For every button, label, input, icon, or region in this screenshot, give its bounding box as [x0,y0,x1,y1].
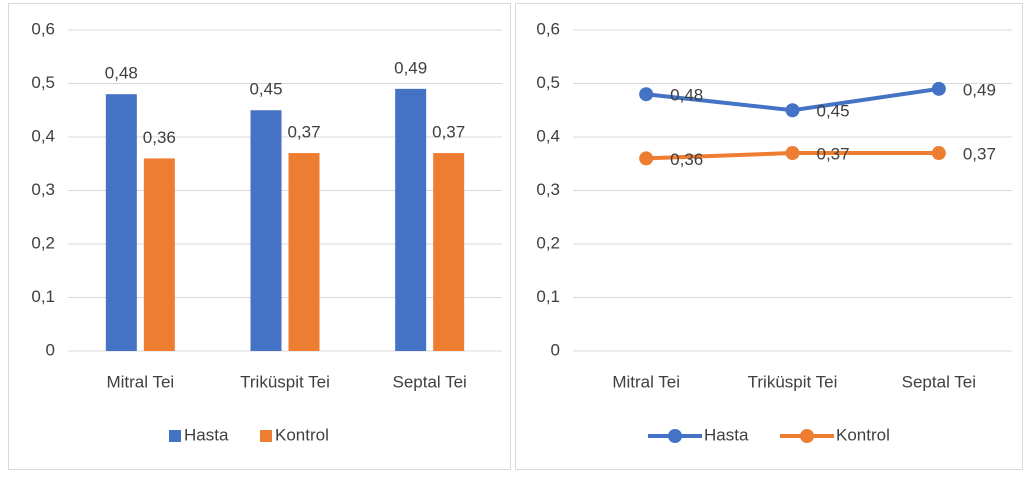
bar [288,153,320,351]
x-tick-label: Septal Tei [392,372,466,391]
panel [515,3,1023,470]
y-tick-label: 0,5 [31,73,55,92]
data-label: 0,36 [670,150,703,169]
y-tick-label: 0,1 [31,287,55,306]
marker [785,146,800,161]
x-tick-label: Triküspit Tei [748,372,838,391]
legend-swatch [169,430,181,442]
bar [433,153,465,351]
bar [105,94,137,351]
x-tick-label: Mitral Tei [612,372,680,391]
bar [250,110,282,351]
y-tick-label: 0,3 [31,180,55,199]
data-label: 0,37 [432,123,465,142]
data-label: 0,37 [287,123,320,142]
bar [395,88,427,351]
data-label: 0,37 [963,145,996,164]
legend-swatch [260,430,272,442]
data-label: 0,48 [105,64,138,83]
y-tick-label: 0,6 [536,19,560,38]
marker [785,103,800,118]
y-tick-label: 0,4 [536,126,560,145]
marker [639,151,654,166]
y-tick-label: 0,2 [31,233,55,252]
y-tick-label: 0 [46,340,55,359]
x-tick-label: Septal Tei [902,372,976,391]
y-tick-label: 0,3 [536,180,560,199]
y-tick-label: 0,1 [536,287,560,306]
legend-marker [668,429,682,443]
bar [143,158,175,351]
legend-marker [800,429,814,443]
marker [931,146,946,161]
legend-label: Hasta [184,425,229,444]
marker [639,87,654,102]
data-label: 0,36 [143,128,176,147]
legend-label: Hasta [704,425,749,444]
data-label: 0,49 [394,58,427,77]
data-label: 0,48 [670,86,703,105]
y-tick-label: 0,4 [31,126,55,145]
y-tick-label: 0 [551,340,560,359]
marker [931,81,946,96]
y-tick-label: 0,6 [31,19,55,38]
data-label: 0,45 [249,80,282,99]
data-label: 0,45 [817,102,850,121]
y-tick-label: 0,2 [536,233,560,252]
x-tick-label: Mitral Tei [106,372,174,391]
y-tick-label: 0,5 [536,73,560,92]
data-label: 0,49 [963,80,996,99]
x-tick-label: Triküspit Tei [240,372,330,391]
legend-label: Kontrol [836,425,890,444]
data-label: 0,37 [817,145,850,164]
legend-label: Kontrol [275,425,329,444]
